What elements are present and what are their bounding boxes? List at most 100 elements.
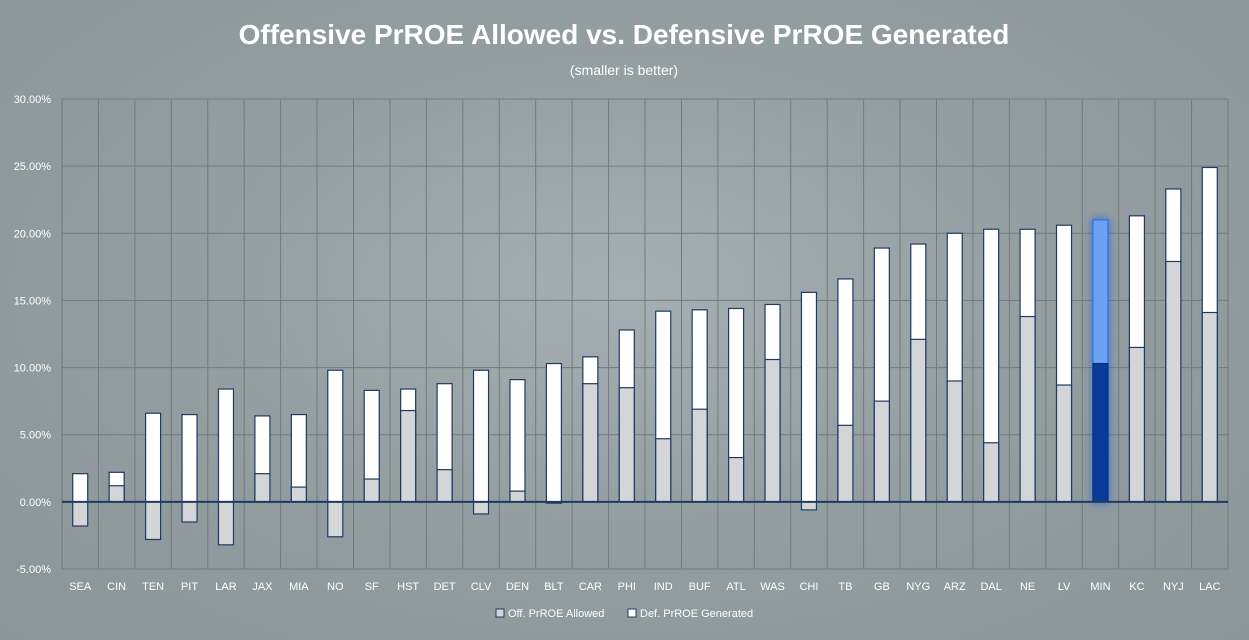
x-tick-label: HST [397, 581, 419, 593]
y-tick-label: 15.00% [14, 295, 52, 307]
x-tick-label: DEN [506, 581, 529, 593]
x-tick-label: LV [1058, 581, 1071, 593]
bar-group-dal [983, 228, 1000, 503]
bar-off-allowed [400, 409, 417, 503]
bar-group-clv [472, 369, 490, 515]
bar-group-phi [618, 329, 635, 503]
bar-off-allowed [217, 501, 235, 546]
bar-group-jax [254, 415, 271, 503]
legend-swatch-def-generated [627, 608, 637, 618]
bar-group-ind [655, 310, 672, 503]
legend-label-def-generated: Def. PrROE Generated [640, 608, 753, 620]
x-tick-label: LAR [215, 581, 236, 593]
bar-off-allowed [764, 358, 781, 503]
x-tick-label: NYG [906, 581, 930, 593]
bar-def-generated [472, 369, 490, 503]
bar-off-allowed [327, 501, 344, 538]
y-tick-label: 10.00% [14, 363, 52, 375]
bar-off-allowed [910, 338, 927, 503]
bar-group-no [327, 369, 344, 538]
bar-group-buf [691, 309, 708, 503]
x-tick-label: DET [434, 581, 456, 593]
bar-off-allowed [1165, 260, 1182, 503]
bar-group-ne [1019, 228, 1036, 503]
bar-off-allowed [1128, 346, 1146, 503]
x-tick-label: CAR [579, 581, 602, 593]
x-tick-label: WAS [760, 581, 785, 593]
bar-off-allowed [837, 424, 854, 503]
bar-off-allowed [290, 486, 307, 503]
bar-group-mia [290, 413, 307, 503]
bar-group-lac [1201, 166, 1218, 503]
x-axis-ticks: SEA CIN TEN PIT LAR JAX MIA NO SF HST DET CLV DEN BLT… [69, 581, 1220, 593]
legend: Off. PrROE Allowed Def. PrROE Generated [495, 608, 753, 620]
x-tick-label: NO [327, 581, 344, 593]
bar-def-generated [144, 412, 162, 503]
y-tick-label: 20.00% [14, 228, 52, 240]
bar-off-allowed [436, 469, 453, 503]
x-tick-label: GB [874, 581, 890, 593]
bar-group-sea [72, 473, 89, 527]
x-tick-label: DAL [980, 581, 1001, 593]
bar-def-generated [327, 369, 344, 503]
bar-off-allowed [800, 501, 818, 511]
bar-off-allowed [873, 400, 890, 503]
bar-off-allowed [946, 380, 963, 503]
bar-group-sf [363, 389, 380, 503]
bar-off-allowed [509, 490, 526, 503]
bar-group-nyj [1165, 188, 1182, 503]
bar-group-kc [1128, 215, 1146, 503]
bar-group-car [582, 356, 599, 503]
bar-group-lar [217, 388, 235, 546]
bar-off-allowed [108, 485, 125, 503]
bar-off-allowed [1055, 384, 1073, 503]
x-tick-label: JAX [252, 581, 273, 593]
bar-group-ten [144, 412, 162, 541]
bar-def-generated [72, 473, 89, 503]
y-axis-ticks: -5.00% 0.00% 5.00% 10.00% 15.00% 20.00% 25.00%… [14, 94, 52, 576]
x-tick-label: MIA [289, 581, 309, 593]
bar-off-allowed [655, 438, 672, 503]
x-tick-label: TEN [142, 581, 164, 593]
x-tick-label: PHI [618, 581, 636, 593]
bar-def-generated [545, 362, 563, 503]
bar-group-arz [946, 232, 963, 503]
x-tick-label: ARZ [944, 581, 966, 593]
bar-group-min [1090, 217, 1110, 504]
bar-group-den [509, 379, 526, 503]
y-tick-label: 25.00% [14, 161, 52, 173]
bar-off-allowed [363, 478, 380, 503]
bar-off-allowed [618, 387, 635, 503]
x-tick-label: SEA [69, 581, 92, 593]
bar-group-hst [400, 388, 417, 503]
x-tick-label: NYJ [1163, 581, 1184, 593]
bar-off-allowed [691, 408, 708, 503]
x-tick-label: CHI [799, 581, 818, 593]
x-tick-label: CLV [471, 581, 492, 593]
bar-group-pit [181, 413, 198, 523]
bar-def-generated [181, 413, 198, 503]
x-tick-label: NE [1020, 581, 1035, 593]
bar-off-allowed [254, 473, 271, 503]
bar-off-allowed [72, 501, 89, 527]
x-tick-label: BLT [544, 581, 564, 593]
bar-group-atl [727, 307, 745, 503]
x-tick-label: BUF [689, 581, 711, 593]
bar-group-chi [800, 291, 818, 511]
bar-def-generated [509, 379, 526, 503]
bar-off-allowed [144, 501, 162, 541]
chart-title: Offensive PrROE Allowed vs. Defensive Pr… [239, 19, 1010, 50]
y-tick-label: 0.00% [20, 497, 51, 509]
chart-subtitle: (smaller is better) [570, 62, 678, 78]
bar-group-tb [837, 278, 854, 503]
x-tick-label: LAC [1199, 581, 1220, 593]
bar-off-allowed [1201, 311, 1218, 503]
y-tick-label: 30.00% [14, 94, 52, 106]
bar-off-allowed [582, 383, 599, 503]
bar-def-generated [800, 291, 818, 503]
bar-group-was [764, 303, 781, 503]
bar-off-allowed [181, 501, 198, 523]
bar-off-allowed [727, 456, 745, 503]
